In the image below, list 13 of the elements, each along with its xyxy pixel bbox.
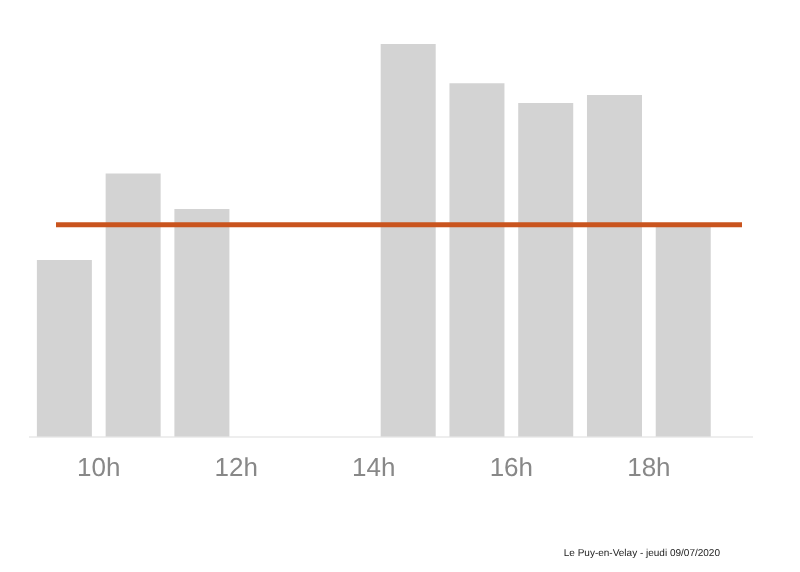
x-tick-label: 16h — [489, 451, 534, 482]
bar — [518, 102, 574, 437]
bar — [36, 260, 92, 437]
x-tick-label: 18h — [627, 451, 671, 482]
bar — [380, 44, 436, 437]
x-tick-label: 12h — [214, 451, 258, 482]
bar — [586, 95, 642, 437]
bar — [174, 208, 230, 437]
bar — [449, 83, 505, 437]
x-tick-label: 10h — [77, 451, 121, 482]
x-tick-label: 14h — [352, 451, 396, 482]
bar — [105, 173, 161, 437]
bar — [655, 224, 711, 437]
